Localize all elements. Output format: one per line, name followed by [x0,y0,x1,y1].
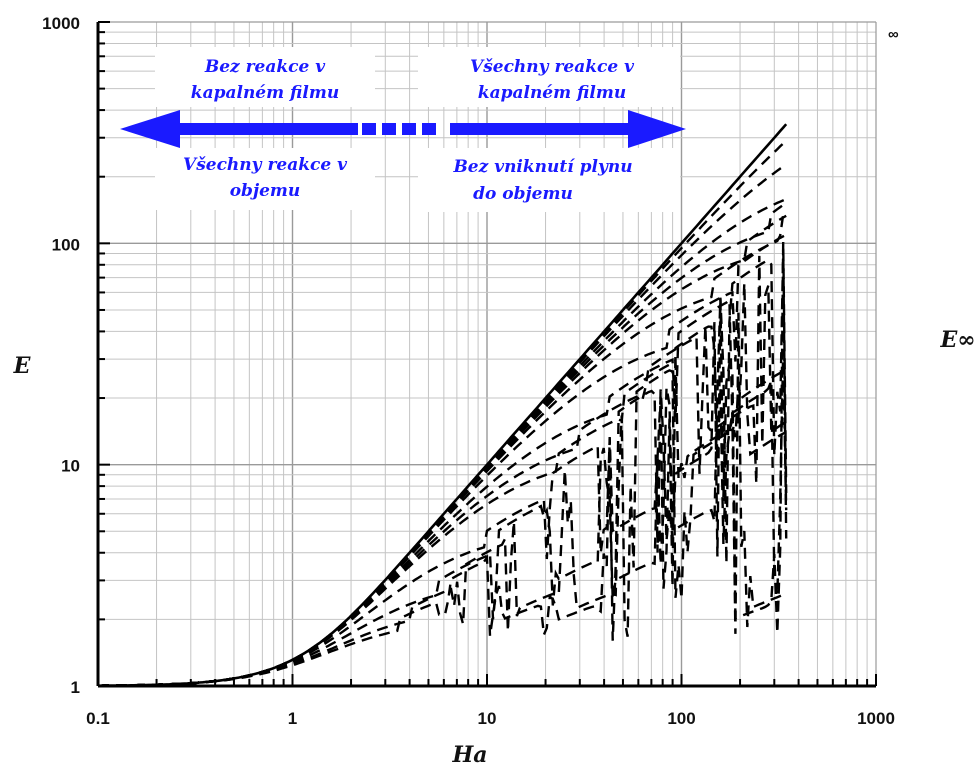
left-arrow-shaft [178,123,358,135]
y-tick-labels: 1 10 100 1000 [42,14,80,697]
series-line-5 [98,248,788,687]
curve-label-40: 40 [888,0,905,4]
curve-label-135: 135 [888,0,913,4]
curve-label-400: 400 [888,0,913,4]
series-line-20 [98,297,787,687]
y-tick-label: 10 [61,457,80,476]
right-arrow-shaft [450,123,630,135]
y-tick-label: 1 [71,678,80,697]
series-line-200 [98,198,787,687]
annotation-bg [155,47,375,107]
x-tick-label: 100 [667,709,695,728]
arrow-dash [382,123,396,135]
x-tick-label: 10 [478,709,497,728]
annotation-bottom-left-line1: Všechny reakce v [183,155,348,175]
curve-label-14: 14 [888,0,905,4]
x-tick-label: 0.1 [86,709,110,728]
left-arrow-head [120,110,180,148]
annotation-top-left-line1: Bez reakce v [204,57,326,77]
series-line-135 [98,201,787,687]
curve-label-200: 200 [888,0,913,4]
annotation-top-right-line1: Všechny reakce v [470,57,635,77]
curve-label-100: 100 [888,0,913,4]
curve-label-3: 3 [888,0,896,4]
series-line-100 [98,214,787,687]
right-arrow-head [628,110,686,148]
annotation-top-left-line2: kapalném filmu [191,83,339,103]
annotation-bg [155,148,375,210]
y-tick-label: 1000 [42,14,80,33]
annotation-bottom-right-line2: do objemu [473,184,573,204]
curve-label-20: 20 [888,0,905,4]
curve-label-1000: 1000 [888,0,921,4]
curve-label-5: 5 [888,0,896,4]
arrow-dash [402,123,416,135]
x-axis-label: Ha [451,742,487,768]
arrow-dash [362,123,376,135]
annotation-bg [418,47,680,107]
curve-labels: ∞ 10004002001351006840201411532.252 [888,0,921,43]
x-tick-labels: 0.1 1 10 100 1000 [86,709,895,728]
series-group [98,123,788,688]
y-tick-label: 100 [52,235,80,254]
annotation-bg [418,148,680,212]
annotation-bottom-left-line2: objemu [230,181,301,201]
grid [97,22,876,687]
curve-label-∞: ∞ [888,26,899,43]
x-tick-label: 1000 [857,709,895,728]
x-tick-label: 1 [288,709,297,728]
plot-frame [96,21,877,688]
arrow-dash [422,123,436,135]
series-line-68 [98,211,787,687]
series-line-1000 [98,139,788,687]
series-line-40 [98,233,787,687]
y-axis-label: E [13,353,32,379]
curve-label-2: 2 [888,0,896,4]
series-line-2 [98,241,788,687]
annotation-bottom-right-line1: Bez vniknutí plynu [452,157,632,177]
curve-label-2.25: 2.25 [888,0,917,4]
right-axis-label: E∞ [939,327,975,353]
annotation-top-right-line2: kapalném filmu [478,83,626,103]
curve-label-11: 11 [888,0,904,4]
series-line-3 [98,325,788,687]
annotation-group: Bez reakce v kapalném filmu Všechny reak… [120,47,686,212]
curve-label-68: 68 [888,0,905,4]
